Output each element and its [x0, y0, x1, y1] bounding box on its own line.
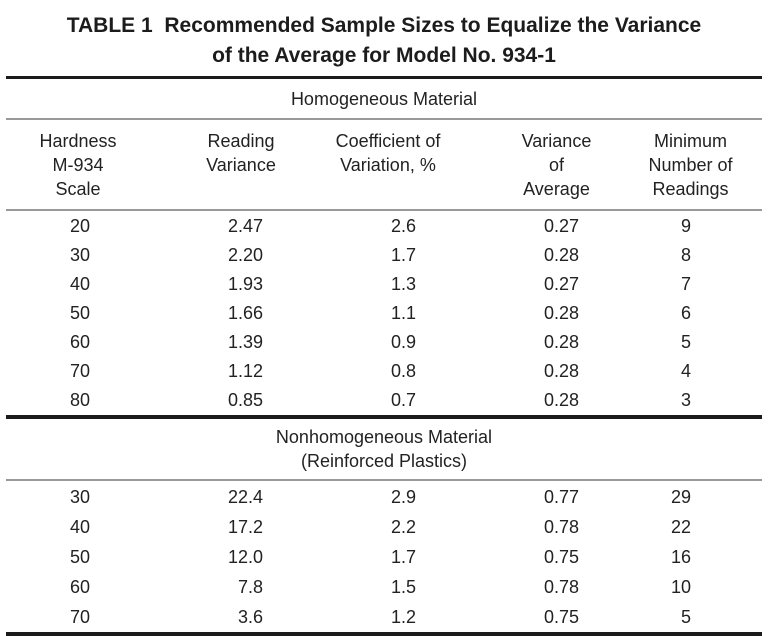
section-label-row: Homogeneous Material	[5, 77, 762, 120]
table-cell: 20	[69, 216, 90, 236]
table-cell: 5	[680, 607, 691, 627]
table-row: 40 1.93 1.3 0.27 7	[6, 270, 762, 299]
table-cell: 0.8	[390, 361, 416, 381]
table-cell: 0.28	[543, 332, 579, 352]
table-cell: 0.28	[543, 390, 579, 410]
table-cell: 29	[670, 487, 691, 507]
table-cell: 1.39	[227, 332, 263, 352]
table-cell: 0.28	[543, 303, 579, 323]
table-cell: 80	[69, 390, 90, 410]
table-row: 70 3.6 1.2 0.75 5	[6, 602, 762, 634]
table-cell: 0.78	[543, 577, 579, 597]
table-cell: 1.3	[390, 274, 416, 294]
table-cell: 70	[69, 361, 90, 381]
table-cell: 2.2	[390, 517, 416, 537]
table-cell: 3	[680, 390, 691, 410]
table-cell: 2.6	[390, 216, 416, 236]
section-label-row: Nonhomogeneous Material (Reinforced Plas…	[5, 415, 762, 481]
table-cell: 5	[680, 332, 691, 352]
table-row: 80 0.85 0.7 0.28 3	[6, 386, 762, 417]
column-header-row: Hardness M-934 Scale Reading Variance Coef…	[5, 119, 762, 211]
table-cell: 60	[69, 332, 90, 352]
section-label: Homogeneous Material	[5, 77, 762, 120]
table-cell: 6	[680, 303, 691, 323]
table-cell: 16	[670, 547, 691, 567]
table-row: 70 1.12 0.8 0.28 4	[6, 357, 762, 386]
table-cell: 30	[69, 487, 90, 507]
table-cell: 22.4	[227, 487, 263, 507]
table-cell: 0.75	[543, 547, 579, 567]
table-cell: 1.66	[227, 303, 263, 323]
table-cell: 9	[680, 216, 691, 236]
table-cell: 0.78	[543, 517, 579, 537]
table-cell: 50	[69, 547, 90, 567]
table-row: 60 7.8 1.5 0.78 10	[6, 572, 762, 602]
table-cell: 10	[670, 577, 691, 597]
table-row: 30 22.4 2.9 0.77 29	[6, 480, 762, 512]
table-cell: 0.7	[390, 390, 416, 410]
table-cell: 60	[69, 577, 90, 597]
column-header: Minimum Number of Readings	[618, 119, 762, 211]
table-cell: 1.93	[227, 274, 263, 294]
table-cell: 0.27	[543, 274, 579, 294]
recommended-sample-sizes-table: Homogeneous Material Hardness M-934 Scale…	[5, 76, 762, 636]
table-row: 40 17.2 2.2 0.78 22	[6, 512, 762, 542]
table-cell: 2.20	[227, 245, 263, 265]
table-row: 30 2.20 1.7 0.28 8	[6, 241, 762, 270]
table-cell: 7	[680, 274, 691, 294]
table-cell: 4	[680, 361, 691, 381]
table-title: TABLE 1 Recommended Sample Sizes to Equa…	[0, 0, 768, 71]
table-cell: 3.6	[237, 607, 263, 627]
table-cell: 12.0	[227, 547, 263, 567]
table-row: 60 1.39 0.9 0.28 5	[6, 328, 762, 357]
table-cell: 0.27	[543, 216, 579, 236]
table-cell: 40	[69, 517, 90, 537]
table-cell: 0.28	[543, 361, 579, 381]
table-cell: 1.7	[390, 547, 416, 567]
table-row: 50 1.66 1.1 0.28 6	[6, 299, 762, 328]
table-cell: 30	[69, 245, 90, 265]
table-cell: 0.9	[390, 332, 416, 352]
section-label: Nonhomogeneous Material (Reinforced Plas…	[5, 415, 762, 481]
column-header: Hardness M-934 Scale	[5, 119, 150, 211]
table-cell: 8	[680, 245, 691, 265]
table-row: 50 12.0 1.7 0.75 16	[6, 542, 762, 572]
table-cell: 1.12	[227, 361, 263, 381]
table-row: 20 2.47 2.6 0.27 9	[6, 210, 762, 241]
table-cell: 0.77	[543, 487, 579, 507]
table-cell: 7.8	[237, 577, 263, 597]
table-title-line-2: of the Average for Model No. 934-1	[212, 44, 556, 67]
table-cell: 40	[69, 274, 90, 294]
table-cell: 2.9	[390, 487, 416, 507]
table-cell: 17.2	[227, 517, 263, 537]
table-cell: 0.75	[543, 607, 579, 627]
table-title-line-1: TABLE 1 Recommended Sample Sizes to Equa…	[66, 14, 702, 37]
column-header: Variance of Average	[459, 119, 619, 211]
table-cell: 22	[670, 517, 691, 537]
table-cell: 1.7	[390, 245, 416, 265]
table-cell: 70	[69, 607, 90, 627]
table-cell: 1.1	[390, 303, 416, 323]
table-cell: 50	[69, 303, 90, 323]
table-cell: 0.28	[543, 245, 579, 265]
table-cell: 1.5	[390, 577, 416, 597]
table-cell: 1.2	[390, 607, 416, 627]
table-cell: 0.85	[227, 390, 263, 410]
column-header: Coefficient of Variation, %	[315, 119, 460, 211]
table-cell: 2.47	[227, 216, 263, 236]
table-body: Homogeneous Material Hardness M-934 Scale…	[5, 77, 762, 635]
column-header: Reading Variance	[149, 119, 316, 211]
